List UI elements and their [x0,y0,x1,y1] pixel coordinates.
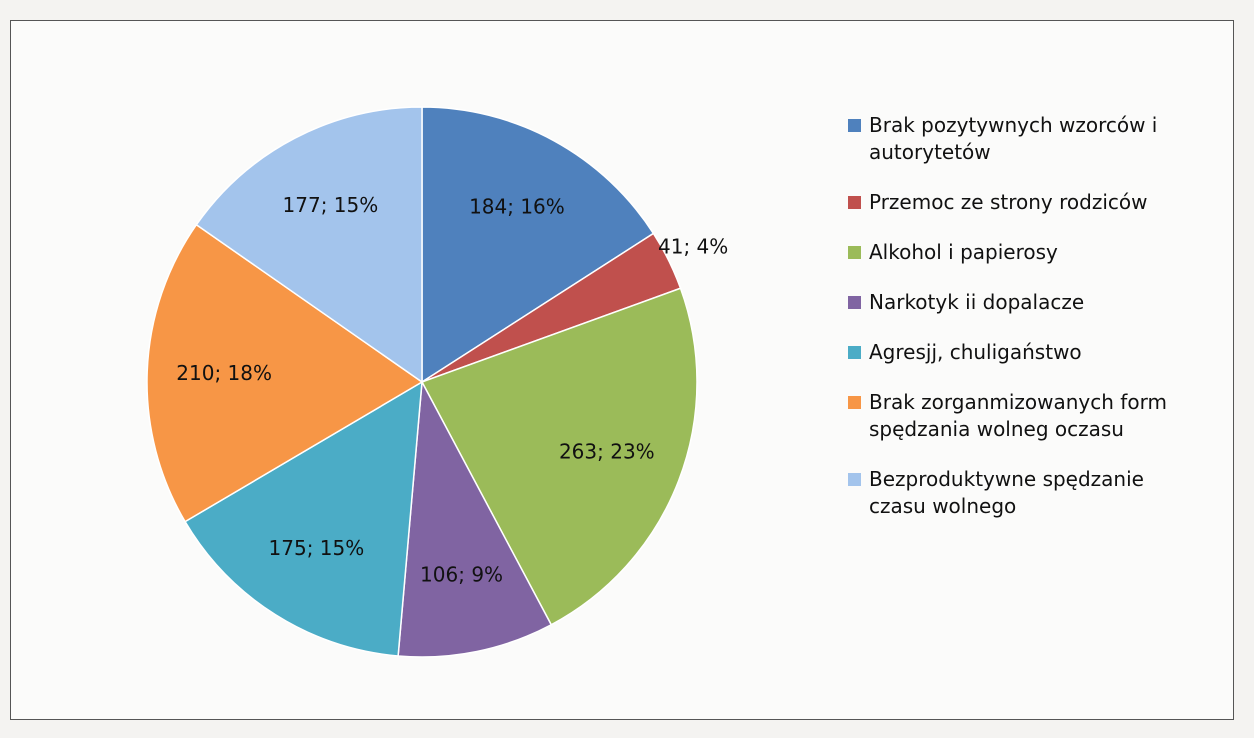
data-label: 263; 23% [559,440,655,464]
legend: Brak pozytywnych wzorców i autorytetów Pr… [848,112,1188,543]
data-label: 210; 18% [176,361,272,385]
pie-slice [421,106,655,384]
legend-entry: Narkotyk ii dopalacze [848,289,1188,316]
legend-entry: Bezproduktywne spędzanie czasu wolnego [848,466,1188,520]
pie-slice [195,106,423,384]
data-label: 41; 4% [658,234,728,258]
legend-entry: Agresjj, chuligaństwo [848,339,1188,366]
pie-slice [146,223,424,523]
legend-swatch [848,119,861,132]
legend-swatch [848,473,861,486]
legend-label: Alkohol i papierosy [869,240,1058,264]
legend-label: Narkotyk ii dopalacze [869,290,1085,314]
legend-label: Agresjj, chuligaństwo [869,340,1082,364]
pie-slice [184,380,423,657]
pie-slice [397,379,553,658]
pie-slice [420,287,698,626]
legend-entry: Brak pozytywnych wzorców i autorytetów [848,112,1188,166]
legend-label: Brak pozytywnych wzorców i autorytetów [869,113,1158,164]
data-label: 175; 15% [269,536,365,560]
legend-entry: Brak zorganmizowanych form spędzania wol… [848,389,1188,443]
legend-entry: Alkohol i papierosy [848,239,1188,266]
legend-entry: Przemoc ze strony rodziców [848,189,1188,216]
data-label: 106; 9% [420,563,503,587]
legend-swatch [848,246,861,259]
legend-swatch [848,196,861,209]
legend-swatch [848,346,861,359]
legend-label: Bezproduktywne spędzanie czasu wolnego [869,467,1144,518]
legend-label: Przemoc ze strony rodziców [869,190,1148,214]
data-label: 177; 15% [283,193,379,217]
legend-label: Brak zorganmizowanych form spędzania wol… [869,390,1167,441]
legend-swatch [848,296,861,309]
legend-swatch [848,396,861,409]
data-label: 184; 16% [469,195,565,219]
